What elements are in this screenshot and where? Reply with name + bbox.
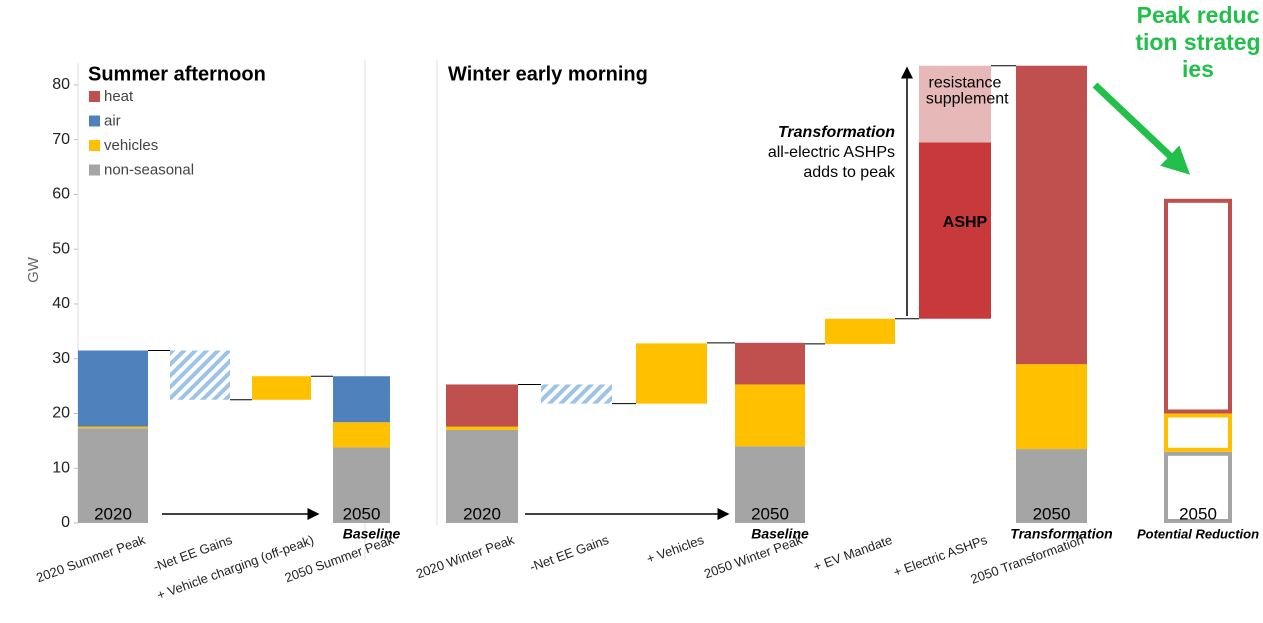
legend-swatch: [89, 164, 100, 176]
legend-label: heat: [104, 88, 134, 105]
bar-segment: [170, 350, 230, 400]
annotation: Transformation: [778, 124, 895, 141]
bar-segment: [1016, 364, 1087, 450]
legend-label: air: [104, 112, 121, 129]
x-tick-label: 2020 Winter Peak: [414, 532, 517, 582]
bar-label: 2050: [1179, 504, 1217, 523]
bar-outline: [1164, 413, 1232, 452]
bar-sublabel: Baseline: [343, 526, 401, 542]
y-axis-label: GW: [25, 256, 42, 283]
bar-segment: [78, 350, 148, 427]
bar-sublabel: Baseline: [751, 526, 809, 542]
annotation: all-electric ASHPs: [768, 144, 895, 161]
bar-segment: [735, 342, 805, 385]
bar-segment: [333, 422, 390, 448]
y-tick-label: 20: [52, 405, 70, 422]
y-tick-label: 50: [52, 240, 70, 257]
bar-segment: [333, 376, 390, 423]
legend-swatch: [89, 91, 100, 102]
bar-segment: [446, 426, 518, 430]
bar-label: 2050: [1033, 504, 1071, 523]
segment-label: ASHP: [943, 214, 988, 231]
bar-outline: [1164, 198, 1232, 414]
bar-segment: [1016, 65, 1087, 365]
bar-segment: [446, 429, 518, 523]
bar-label: 2020: [463, 504, 501, 523]
bar-outline: [1164, 451, 1232, 523]
bar-segment: [919, 142, 991, 319]
bar-segment: [636, 343, 707, 404]
bar-segment: [919, 65, 991, 143]
bar-sublabel: Potential Reduction: [1137, 526, 1259, 541]
callout-arrow: [1092, 82, 1191, 175]
bar-label: 2050: [751, 504, 789, 523]
segment-label: resistance supplement: [921, 75, 1009, 108]
y-tick-label: 70: [52, 131, 70, 148]
panel-title: Winter early morning: [448, 63, 648, 85]
panel-title: Summer afternoon: [88, 63, 266, 85]
bar-segment: [252, 376, 311, 400]
y-tick-label: 0: [61, 514, 70, 531]
y-tick-label: 80: [52, 76, 70, 93]
legend-swatch: [89, 115, 100, 127]
bar-segment: [446, 384, 518, 427]
bar-segment: [1016, 449, 1087, 523]
bar-sublabel: Transformation: [1010, 526, 1112, 542]
x-tick-label: -Net EE Gains: [527, 532, 611, 575]
y-tick-label: 40: [52, 295, 70, 312]
bar-segment: [825, 318, 895, 344]
legend-swatch: [89, 140, 100, 151]
y-tick-label: 60: [52, 186, 70, 203]
legend-label: vehicles: [104, 137, 158, 154]
legend-label: non-seasonal: [104, 161, 194, 178]
bar-label: 2050: [343, 504, 381, 523]
y-tick-label: 10: [52, 459, 70, 476]
y-tick-label: 30: [52, 350, 70, 367]
x-tick-label: 2020 Summer Peak: [34, 532, 148, 586]
bar-segment: [333, 447, 390, 523]
bar-segment: [78, 426, 148, 429]
callout: Peak reduction strategies: [1135, 2, 1261, 82]
x-tick-label: + Vehicles: [645, 532, 707, 567]
bar-segment: [78, 428, 148, 523]
bar-segment: [541, 384, 612, 404]
bar-label: 2020: [94, 504, 132, 523]
annotation: adds to peak: [803, 164, 896, 181]
x-tick-label: + EV Mandate: [811, 532, 894, 574]
bar-segment: [735, 384, 805, 447]
bar-segment: [735, 446, 805, 523]
